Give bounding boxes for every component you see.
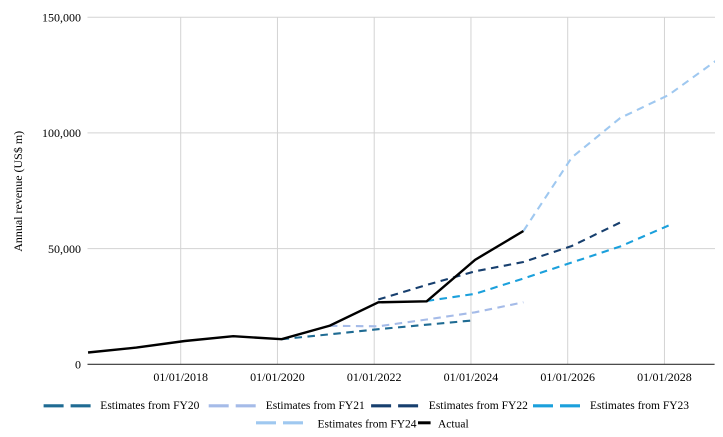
- svg-text:01/01/2026: 01/01/2026: [540, 370, 595, 384]
- svg-text:01/01/2022: 01/01/2022: [347, 370, 402, 384]
- svg-text:01/01/2020: 01/01/2020: [250, 370, 305, 384]
- svg-text:Estimates from FY21: Estimates from FY21: [266, 400, 365, 412]
- svg-text:0: 0: [75, 358, 81, 372]
- svg-text:100,000: 100,000: [42, 126, 81, 140]
- svg-text:01/01/2024: 01/01/2024: [444, 370, 499, 384]
- svg-text:Annual revenue (US$ m): Annual revenue (US$ m): [11, 131, 25, 252]
- svg-text:Estimates from FY22: Estimates from FY22: [429, 400, 528, 412]
- svg-text:Estimates from FY23: Estimates from FY23: [590, 400, 689, 412]
- svg-text:Actual: Actual: [438, 419, 469, 431]
- svg-text:01/01/2018: 01/01/2018: [153, 370, 208, 384]
- svg-text:01/01/2028: 01/01/2028: [637, 370, 692, 384]
- svg-text:Estimates from FY20: Estimates from FY20: [100, 400, 199, 412]
- svg-text:Estimates from FY24: Estimates from FY24: [318, 419, 417, 431]
- svg-text:150,000: 150,000: [42, 10, 81, 24]
- svg-text:50,000: 50,000: [48, 242, 81, 256]
